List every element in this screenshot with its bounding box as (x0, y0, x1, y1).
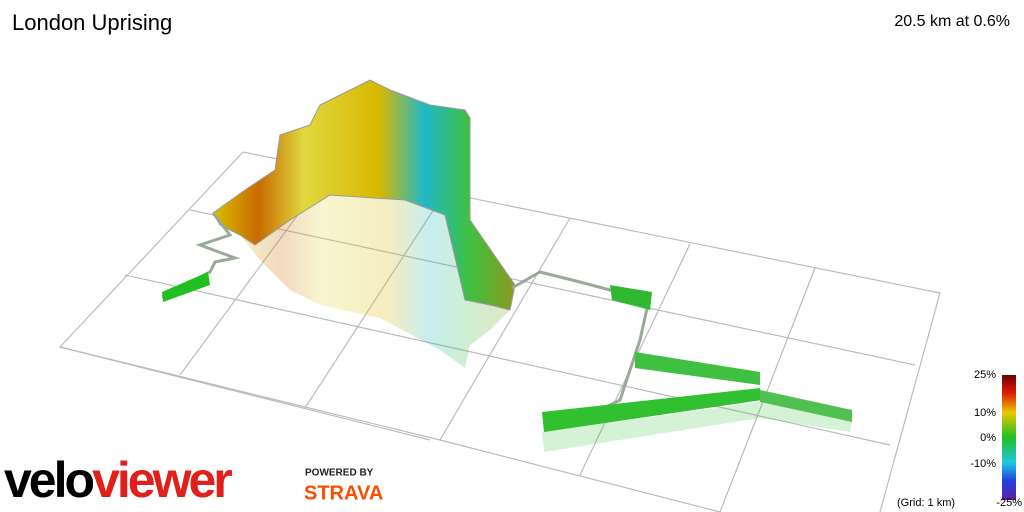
gradient-scale (1002, 375, 1016, 500)
logo-part: velo (4, 452, 94, 508)
logo-part: viewer (92, 452, 232, 508)
scale-label: -10% (970, 458, 996, 470)
route-segment (635, 352, 760, 385)
stats: 20.5 km at 0.6% (894, 13, 1010, 30)
route (161, 212, 241, 299)
route-reflection (542, 402, 852, 452)
route-segment (162, 272, 210, 302)
title: London Uprising (12, 10, 172, 35)
powered-by: POWERED BY (305, 468, 374, 479)
route-segment (610, 285, 652, 310)
scale-label: -25% (996, 497, 1022, 509)
logo[interactable]: veloviewer (4, 452, 235, 508)
route-segment (542, 388, 762, 432)
scale-label: 25% (974, 369, 996, 381)
elevation-reflection (240, 195, 510, 368)
scale-label: 0% (980, 432, 996, 444)
strava-logo[interactable]: STRAVA (304, 482, 383, 504)
grid-note: (Grid: 1 km) (897, 497, 955, 509)
scale-label: 10% (974, 407, 996, 419)
route-segment (760, 390, 852, 422)
elevation-wall (212, 79, 516, 311)
